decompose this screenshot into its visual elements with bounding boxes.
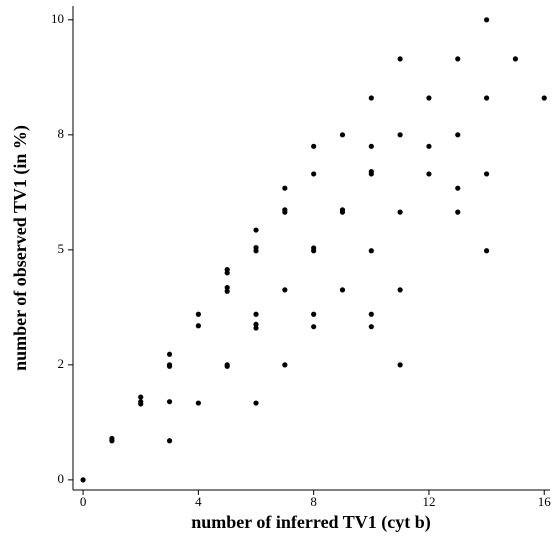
point — [253, 311, 259, 317]
x-tick-label: 4 — [195, 494, 202, 509]
point — [483, 17, 490, 23]
point — [311, 311, 317, 317]
y-tick-label: 0 — [58, 471, 65, 486]
y-axis-title: number of observed TV1 (in %) — [10, 125, 31, 371]
point — [426, 171, 432, 177]
point — [282, 209, 288, 215]
point — [368, 248, 374, 254]
y-tick-label: 2 — [58, 356, 65, 371]
point — [195, 311, 201, 317]
point — [483, 95, 490, 101]
point — [195, 323, 201, 329]
point — [138, 394, 144, 400]
point — [483, 248, 490, 254]
point — [138, 401, 144, 407]
point — [455, 56, 461, 62]
y-tick-label: 5 — [58, 241, 65, 256]
point — [195, 400, 201, 406]
point — [339, 209, 346, 215]
point — [253, 227, 259, 233]
point — [282, 185, 288, 191]
point — [541, 95, 547, 101]
point — [282, 287, 288, 293]
y-tick-label: 8 — [58, 126, 65, 141]
point — [224, 284, 230, 291]
point — [166, 351, 173, 357]
point — [368, 143, 374, 149]
point — [253, 321, 259, 327]
point — [166, 438, 173, 444]
point — [109, 438, 115, 444]
point — [397, 209, 403, 215]
y-tick-label: 10 — [51, 11, 64, 26]
point — [311, 248, 317, 254]
point — [455, 209, 461, 215]
x-tick-label: 8 — [310, 494, 317, 509]
point — [368, 171, 374, 177]
point — [339, 287, 346, 293]
point — [455, 185, 461, 191]
x-tick-label: 0 — [80, 494, 87, 509]
point — [368, 95, 374, 101]
point — [426, 95, 432, 101]
point — [339, 132, 346, 138]
point — [368, 324, 374, 330]
point — [455, 132, 461, 138]
point — [512, 56, 519, 62]
point — [282, 362, 288, 368]
point — [311, 171, 317, 177]
point — [224, 363, 230, 369]
point — [483, 171, 490, 177]
point — [224, 270, 230, 276]
point — [166, 363, 173, 369]
point — [397, 287, 403, 293]
point — [397, 362, 403, 368]
point — [80, 477, 86, 483]
x-tick-label: 16 — [538, 494, 552, 509]
point — [166, 399, 173, 405]
point — [253, 325, 259, 331]
point — [426, 143, 432, 149]
point — [311, 324, 317, 330]
x-tick-label: 12 — [422, 494, 435, 509]
point — [224, 288, 230, 294]
point — [368, 311, 374, 317]
point — [253, 400, 259, 406]
point — [397, 132, 403, 138]
point — [311, 143, 317, 149]
point — [253, 248, 259, 254]
point — [397, 56, 403, 62]
x-axis-title: number of inferred TV1 (cyt b) — [191, 512, 430, 533]
